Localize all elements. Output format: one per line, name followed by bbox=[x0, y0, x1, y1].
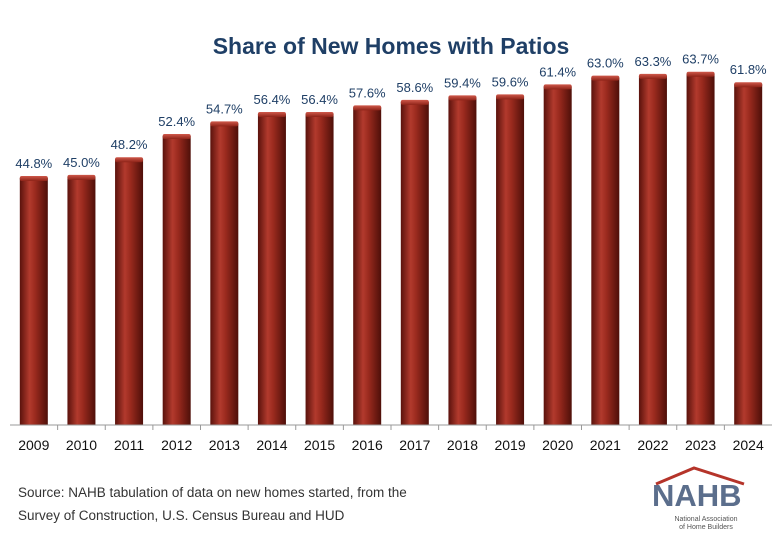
bar-2014 bbox=[257, 113, 286, 426]
value-label-2016: 57.6% bbox=[349, 85, 386, 100]
x-tick-label-2010: 2010 bbox=[66, 437, 97, 453]
x-tick-labels-group: 2009 2010 2011 2012 2013 2014 2015 2016 2017 2018… bbox=[18, 437, 764, 453]
bar-cap-2009 bbox=[19, 175, 48, 181]
value-label-2010: 45.0% bbox=[63, 155, 100, 170]
x-tick-label-2013: 2013 bbox=[209, 437, 240, 453]
x-tick-label-2017: 2017 bbox=[399, 437, 430, 453]
x-tick-label-2015: 2015 bbox=[304, 437, 335, 453]
x-tick-label-2023: 2023 bbox=[685, 437, 716, 453]
bar-cap-2021 bbox=[591, 75, 620, 81]
x-tick-label-2016: 2016 bbox=[352, 437, 383, 453]
logo-subtitle-line-2: of Home Builders bbox=[679, 524, 733, 531]
logo-subtitle-line-1: National Association bbox=[674, 516, 738, 523]
bar-2019 bbox=[496, 96, 525, 425]
x-tick-label-2009: 2009 bbox=[18, 437, 49, 453]
nahb-logo: NAHB National Association of Home Builde… bbox=[648, 466, 768, 536]
bar-cap-2022 bbox=[638, 73, 667, 79]
logo-wordmark: NAHB bbox=[652, 478, 742, 513]
bar-cap-2012 bbox=[162, 134, 191, 140]
value-label-2014: 56.4% bbox=[254, 92, 291, 107]
bar-cap-2015 bbox=[305, 111, 334, 117]
bar-2009 bbox=[19, 177, 48, 425]
value-labels-group: 44.8% 45.0% 48.2% 52.4% 54.7% 56.4% 56.4% 57.6%… bbox=[15, 52, 767, 171]
bar-2016 bbox=[353, 107, 382, 426]
x-tick-label-2014: 2014 bbox=[256, 437, 287, 453]
value-label-2009: 44.8% bbox=[15, 156, 52, 171]
bar-2017 bbox=[400, 101, 429, 426]
x-tick-label-2019: 2019 bbox=[494, 437, 525, 453]
value-label-2019: 59.6% bbox=[492, 74, 529, 89]
value-label-2018: 59.4% bbox=[444, 75, 481, 90]
source-line-1: Source: NAHB tabulation of data on new h… bbox=[18, 485, 407, 500]
bar-2010 bbox=[67, 176, 96, 425]
bar-cap-2016 bbox=[353, 105, 382, 111]
value-label-2022: 63.3% bbox=[635, 54, 672, 69]
value-label-2011: 48.2% bbox=[111, 137, 148, 152]
house-roof-icon bbox=[655, 466, 745, 486]
bar-2013 bbox=[210, 123, 239, 426]
x-tick-label-2024: 2024 bbox=[733, 437, 764, 453]
bar-cap-2017 bbox=[400, 99, 429, 105]
value-label-2015: 56.4% bbox=[301, 92, 338, 107]
bar-cap-2023 bbox=[686, 71, 715, 77]
value-label-2024: 61.8% bbox=[730, 62, 767, 77]
value-label-2020: 61.4% bbox=[539, 64, 576, 79]
x-tick-label-2021: 2021 bbox=[590, 437, 621, 453]
x-tick-label-2011: 2011 bbox=[114, 437, 144, 453]
x-tick-label-2012: 2012 bbox=[161, 437, 192, 453]
bar-cap-2019 bbox=[496, 94, 525, 100]
x-tick-label-2018: 2018 bbox=[447, 437, 478, 453]
bar-cap-2018 bbox=[448, 95, 477, 101]
bar-cap-2010 bbox=[67, 174, 96, 180]
bar-2012 bbox=[162, 136, 191, 425]
bar-2024 bbox=[734, 84, 763, 426]
x-ticks-group bbox=[57, 425, 725, 430]
logo-subtitle: National Association of Home Builders bbox=[656, 516, 756, 532]
value-label-2017: 58.6% bbox=[396, 80, 433, 95]
value-label-2013: 54.7% bbox=[206, 101, 243, 116]
x-tick-label-2020: 2020 bbox=[542, 437, 573, 453]
bar-2011 bbox=[115, 159, 144, 426]
bar-2015 bbox=[305, 113, 334, 426]
bar-cap-2013 bbox=[210, 121, 239, 127]
bar-2020 bbox=[543, 86, 572, 425]
x-tick-label-2022: 2022 bbox=[637, 437, 668, 453]
value-label-2023: 63.7% bbox=[682, 52, 719, 67]
bar-2021 bbox=[591, 77, 620, 425]
value-label-2021: 63.0% bbox=[587, 56, 624, 71]
source-note: Source: NAHB tabulation of data on new h… bbox=[18, 481, 407, 527]
source-line-2: Survey of Construction, U.S. Census Bure… bbox=[18, 508, 345, 523]
bars-group bbox=[19, 71, 763, 426]
bar-2023 bbox=[686, 73, 715, 426]
bar-cap-2014 bbox=[257, 111, 286, 117]
bar-cap-2011 bbox=[115, 157, 144, 163]
value-label-2012: 52.4% bbox=[158, 114, 195, 129]
chart-title: Share of New Homes with Patios bbox=[212, 33, 570, 59]
bar-2022 bbox=[638, 75, 667, 425]
bar-cap-2020 bbox=[543, 84, 572, 90]
bar-2018 bbox=[448, 97, 477, 426]
bar-cap-2024 bbox=[734, 82, 763, 88]
